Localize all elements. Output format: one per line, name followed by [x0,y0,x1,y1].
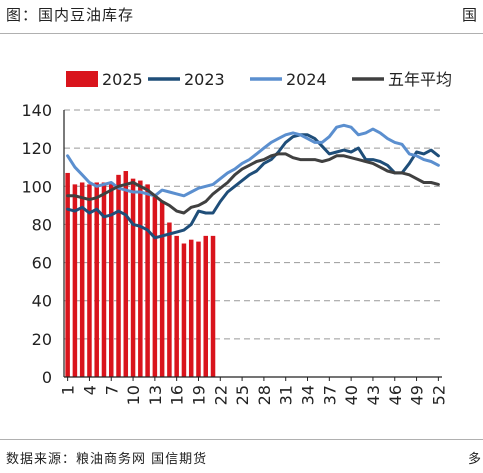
x-tick-label-40: 40 [342,385,361,405]
bar-2025-week-6 [101,182,107,377]
y-tick-label-120: 120 [21,139,52,158]
bar-2025-week-18 [188,239,194,377]
legend-2025-swatch [66,71,98,87]
bars-2025 [65,171,216,377]
bar-2025-week-9 [123,171,129,377]
bar-2025-week-4 [87,184,92,377]
bar-2025-week-7 [108,182,114,377]
x-tick-label-52: 52 [429,385,448,405]
bar-2025-week-12 [145,184,150,377]
legend-2025-label: 2025 [102,70,143,89]
x-tick-label-28: 28 [255,385,274,405]
line-2023 [66,133,440,240]
bar-2025-week-14 [159,201,165,377]
bar-2025-week-20 [203,235,209,377]
bar-2025-week-5 [94,182,99,377]
y-tick-label-100: 100 [21,177,52,196]
y-tick-label-40: 40 [32,292,52,311]
bar-2025-week-2 [72,184,78,377]
legend-2023-label: 2023 [184,70,225,89]
y-tick-label-20: 20 [32,330,52,349]
bar-2025-week-15 [167,222,172,377]
x-tick-label-43: 43 [364,385,383,405]
x-tick-label-22: 22 [211,385,230,405]
y-tick-label-140: 140 [21,101,52,120]
bar-2025-week-13 [152,193,158,377]
x-tick-label-34: 34 [299,385,318,405]
bar-2025-week-19 [196,241,201,377]
line-five-year-avg [66,152,440,215]
bar-2025-week-10 [130,178,136,377]
header-divider [0,33,483,34]
legend: 2025 2023 2024 五年平均 [66,70,452,89]
x-tick-label-49: 49 [408,385,427,405]
x-tick-label-25: 25 [233,385,252,405]
bar-2025-week-1 [65,172,70,377]
bar-2025-week-3 [79,182,85,377]
x-tick-label-4: 4 [80,385,99,395]
bar-2025-week-17 [181,243,187,377]
series-lines [66,123,440,240]
x-tick-label-10: 10 [124,385,143,405]
axes: 0 20 40 60 80 100 120 140 1 4 7 10 13 16 19 22 25 28 31 34 3… [21,101,448,405]
x-tick-label-46: 46 [386,385,405,405]
line-2024 [66,123,440,198]
x-tick-label-1: 1 [59,385,78,395]
bar-2025-week-16 [174,235,179,377]
y-tick-label-0: 0 [42,368,52,387]
data-source-note: 数据来源：粮油商务网 国信期货 [6,452,208,467]
x-tick-label-13: 13 [146,385,165,405]
y-tick-label-60: 60 [32,254,52,273]
x-tick-label-31: 31 [277,385,296,405]
x-tick-label-19: 19 [189,385,208,405]
legend-2024-label: 2024 [286,70,327,89]
figure-title: 图：国内豆油库存 [6,6,135,24]
footer-divider [0,439,483,440]
bar-2025-week-8 [116,174,121,377]
footer-mark: 多 [467,452,481,467]
header-mark: 国 [461,6,477,24]
inventory-chart: 0 20 40 60 80 100 120 140 1 4 7 10 13 16 19 22 25 28 31 34 3… [21,70,452,405]
y-tick-label-80: 80 [32,215,52,234]
legend-five-year-avg-label: 五年平均 [388,70,452,89]
bar-2025-week-11 [138,180,143,377]
x-tick-label-7: 7 [102,385,121,395]
x-tick-label-16: 16 [168,385,187,405]
x-tick-label-37: 37 [320,385,339,405]
bar-2025-week-21 [210,235,216,377]
